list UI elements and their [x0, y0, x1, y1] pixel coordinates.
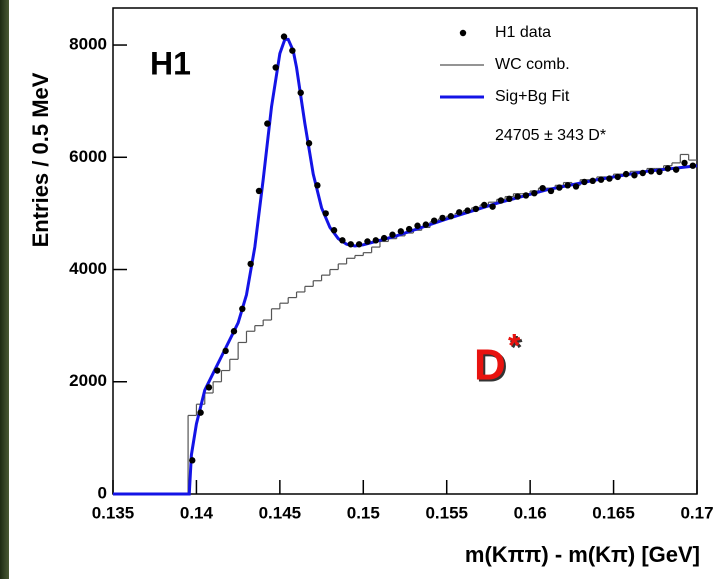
- data-point: [606, 175, 613, 182]
- x-tick-label: 0.15: [347, 503, 380, 522]
- data-point: [239, 305, 246, 313]
- data-point: [514, 193, 521, 200]
- x-tick-label: 0.135: [92, 503, 135, 522]
- legend-label: H1 data: [495, 24, 551, 41]
- legend-marker: [459, 29, 467, 37]
- data-point: [439, 214, 446, 222]
- data-point: [272, 64, 279, 71]
- data-point: [614, 173, 621, 181]
- data-point: [589, 177, 596, 185]
- y-tick-label: 6000: [69, 147, 107, 166]
- data-point: [380, 234, 388, 242]
- data-point: [289, 47, 296, 54]
- data-point: [230, 328, 238, 335]
- data-point: [681, 159, 688, 167]
- legend-label: Sig+Bg Fit: [495, 88, 570, 105]
- background-strip: [0, 0, 9, 579]
- x-tick-label: 0.17: [680, 503, 713, 522]
- y-axis-label: Entries / 0.5 MeV: [28, 72, 53, 247]
- plot-frame: [112, 7, 698, 495]
- data-point: [456, 209, 463, 216]
- data-point: [297, 89, 304, 96]
- y-tick-label: 2000: [69, 371, 107, 390]
- data-point: [322, 210, 329, 217]
- data-point: [581, 178, 588, 186]
- data-point: [539, 184, 546, 192]
- y-tick-label: 0: [98, 483, 107, 502]
- data-point: [597, 176, 605, 183]
- data-point: [447, 213, 455, 220]
- x-tick-label: 0.155: [425, 503, 468, 522]
- x-tick-label: 0.145: [259, 503, 302, 522]
- data-point: [522, 192, 530, 199]
- data-point: [222, 347, 229, 355]
- y-tick-label: 4000: [69, 259, 107, 278]
- data-point: [639, 169, 646, 177]
- data-point: [255, 187, 263, 195]
- data-point: [547, 187, 555, 195]
- data-point: [497, 197, 505, 204]
- data-point: [464, 207, 471, 214]
- data-point: [622, 170, 630, 178]
- data-point: [556, 184, 563, 191]
- data-point: [339, 237, 346, 244]
- data-point: [431, 217, 438, 224]
- data-point: [264, 120, 271, 127]
- experiment-label: H1: [150, 45, 191, 81]
- legend-label: WC comb.: [495, 56, 570, 73]
- signal-label: D *D *: [474, 327, 523, 391]
- data-point: [355, 241, 363, 248]
- y-tick-label: 8000: [69, 35, 107, 54]
- signal-label-sup: *: [510, 329, 523, 365]
- signal-label-base: D: [474, 341, 506, 390]
- data-point: [472, 205, 480, 213]
- data-point: [572, 183, 580, 190]
- signal-label-sup: *: [508, 327, 521, 363]
- data-point: [347, 241, 354, 248]
- data-point: [247, 260, 254, 268]
- x-tick-label: 0.165: [592, 503, 635, 522]
- data-point: [656, 168, 663, 176]
- data-point: [280, 33, 288, 40]
- data-point: [531, 189, 538, 197]
- data-point: [372, 237, 379, 244]
- x-tick-label: 0.14: [180, 503, 214, 522]
- data-point: [489, 203, 496, 210]
- data-point: [314, 182, 321, 189]
- data-point: [672, 166, 680, 173]
- data-point: [197, 409, 204, 416]
- data-point: [481, 201, 488, 209]
- yield-label: 24705 ± 343 D*: [495, 127, 606, 144]
- data-point: [422, 221, 430, 228]
- data-point: [397, 228, 405, 235]
- data-point: [389, 231, 396, 238]
- signal-label-base: D: [476, 343, 508, 392]
- data-point: [205, 384, 213, 391]
- data-point: [564, 182, 571, 189]
- data-point: [214, 367, 221, 374]
- data-point: [631, 172, 638, 179]
- data-point: [664, 165, 671, 172]
- data-point: [414, 222, 421, 229]
- data-point: [305, 140, 313, 147]
- data-point: [647, 168, 655, 175]
- data-point: [330, 227, 338, 234]
- data-point: [689, 162, 697, 169]
- x-axis-label: m(Kππ) - m(Kπ) [GeV]: [465, 542, 700, 567]
- data-point: [506, 195, 513, 203]
- data-point: [189, 457, 196, 464]
- data-point: [405, 225, 413, 233]
- x-tick-label: 0.16: [514, 503, 547, 522]
- data-point: [364, 238, 371, 245]
